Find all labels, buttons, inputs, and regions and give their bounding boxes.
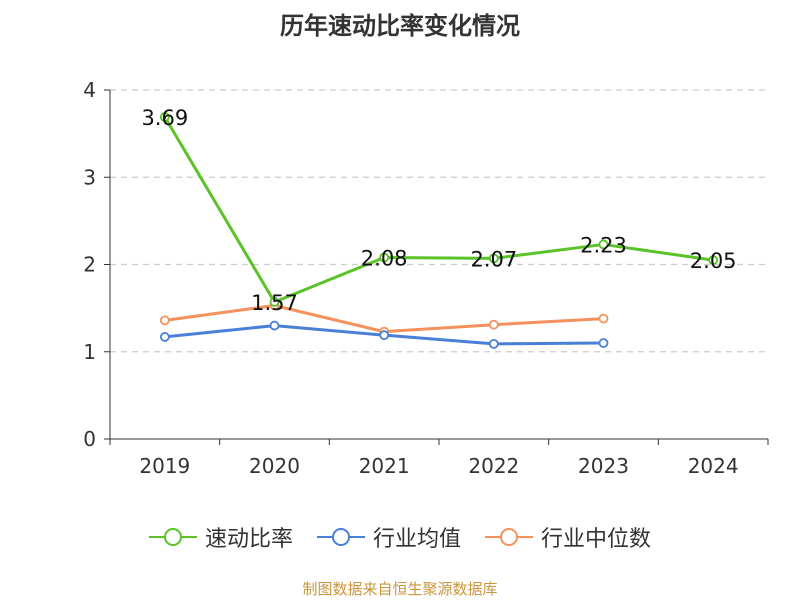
data-label: 2.08 (361, 247, 408, 271)
data-point (159, 112, 170, 122)
y-tick-label: 0 (83, 427, 96, 451)
y-tick-label: 2 (83, 253, 96, 277)
data-label: 3.69 (141, 106, 188, 130)
legend-label: 速动比率 (204, 527, 293, 552)
x-tick-label: 2021 (359, 454, 410, 478)
data-point (379, 330, 390, 341)
y-tick-label: 3 (83, 165, 96, 189)
data-point (269, 297, 280, 307)
legend-item-quick-ratio[interactable]: 速动比率 (148, 521, 293, 553)
legend-line-icon (485, 528, 533, 546)
data-point (598, 313, 609, 324)
legend: 速动比率 行业均值 行业中位数 (0, 520, 800, 554)
x-tick-label: 2024 (688, 454, 739, 478)
data-label: 1.57 (251, 291, 298, 315)
data-label: 2.07 (470, 247, 517, 271)
data-point (708, 255, 719, 266)
x-tick-label: 2023 (578, 454, 629, 478)
y-tick-label: 4 (83, 78, 96, 102)
y-tick-label: 1 (83, 340, 96, 364)
data-label: 2.05 (690, 249, 737, 273)
legend-line-icon (316, 528, 365, 546)
data-point (269, 320, 280, 331)
data-point (379, 252, 390, 263)
data-label: 2.23 (580, 233, 627, 257)
data-point (598, 338, 609, 348)
data-point (159, 315, 170, 326)
legend-label: 行业中位数 (541, 527, 652, 552)
data-point (488, 253, 499, 264)
legend-item-industry-median[interactable]: 行业中位数 (485, 521, 651, 553)
series-line (163, 116, 714, 304)
legend-line-icon (148, 528, 197, 546)
data-point (598, 239, 609, 250)
data-source-note: 制图数据来自恒生聚源数据库 (302, 580, 498, 598)
legend-label: 行业均值 (372, 527, 461, 552)
data-point (488, 319, 499, 330)
data-point (488, 338, 499, 349)
legend-item-industry-mean[interactable]: 行业均值 (316, 521, 461, 553)
x-tick-label: 2019 (139, 454, 190, 478)
x-tick-label: 2022 (468, 454, 519, 478)
x-tick-label: 2020 (249, 454, 300, 478)
chart-title: 历年速动比率变化情况 (280, 12, 520, 40)
data-point (159, 332, 170, 342)
